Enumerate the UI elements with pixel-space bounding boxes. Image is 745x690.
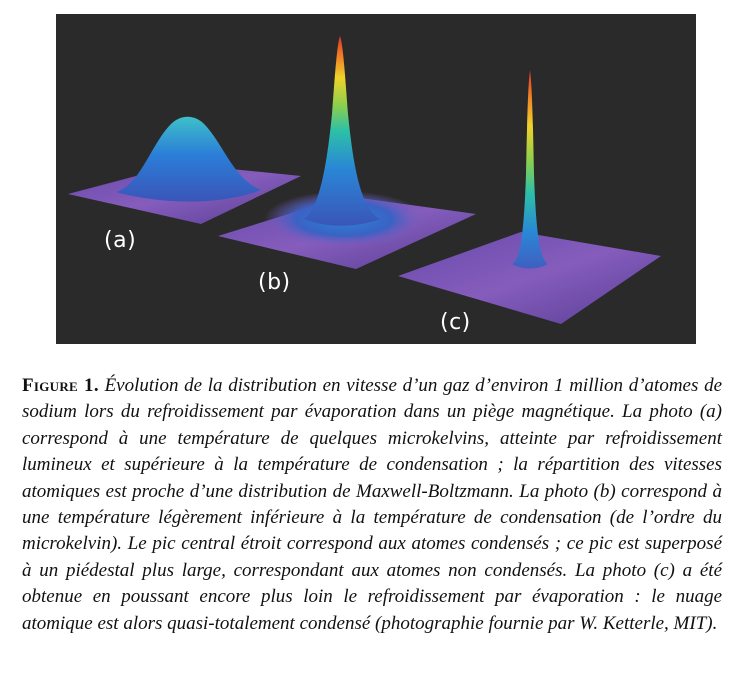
figure-caption: Figure 1. Évolution de la distribution e… (22, 373, 722, 637)
figure-image: (a) (b) (c) (56, 14, 696, 344)
panel-label-c: (c) (440, 310, 471, 335)
plot-b-peak (304, 36, 380, 226)
caption-text: Évolution de la distribution en vitesse … (22, 375, 723, 634)
plot-c-base (398, 232, 661, 324)
panel-label-b: (b) (258, 270, 291, 295)
velocity-distribution-plots (68, 36, 661, 324)
plot-a-mound (116, 116, 261, 202)
panel-label-a: (a) (104, 228, 137, 253)
figure-number: Figure 1. (22, 375, 99, 396)
plot-c-peak (512, 70, 548, 269)
